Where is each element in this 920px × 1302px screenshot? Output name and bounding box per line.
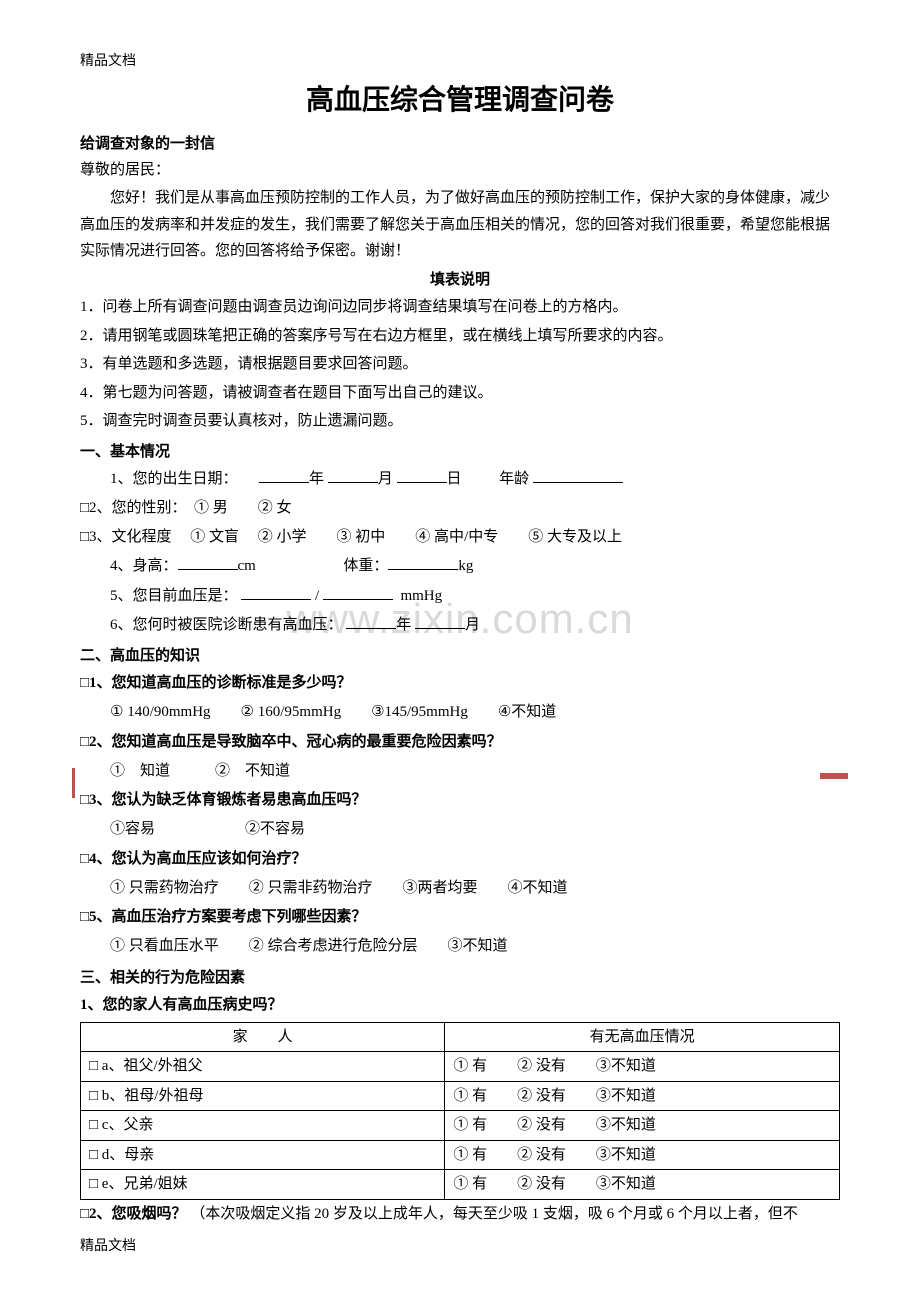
q4-height-blank[interactable] [178,569,238,570]
q1-year-blank[interactable] [259,482,309,483]
q6-year-blank[interactable] [346,628,396,629]
family-history-table: 家 人 有无高血压情况 □ a、祖父/外祖父 ① 有 ② 没有 ③不知道 □ b… [80,1022,840,1200]
row-a-label: □ a、祖父/外祖父 [81,1052,445,1082]
q1-age-label: 年龄 [499,471,529,487]
q4-height-label: 4、身高： [110,558,178,574]
q2-gender[interactable]: □2、您的性别： ① 男 ② 女 [80,494,840,523]
q5-dia-blank[interactable] [323,599,393,600]
instructions-heading: 填表说明 [80,268,840,289]
row-d-label: □ d、母亲 [81,1140,445,1170]
letter-body: 您好！我们是从事高血压预防控制的工作人员，为了做好高血压的预防控制工作，保护大家… [80,185,840,264]
q1-day-unit: 日 [447,471,462,487]
q1-age-blank[interactable] [533,482,623,483]
col-family: 家 人 [81,1022,445,1052]
col-status: 有无高血压情况 [445,1022,840,1052]
instruction-item-4: 4．第七题为问答题，请被调查者在题目下面写出自己的建议。 [80,379,840,408]
q5-sys-blank[interactable] [241,599,311,600]
table-row[interactable]: □ d、母亲 ① 有 ② 没有 ③不知道 [81,1140,840,1170]
q4-cm-unit: cm [238,558,256,574]
s2-q1-opts[interactable]: ① 140/90mmHg ② 160/95mmHg ③145/95mmHg ④不… [80,698,840,727]
q5-unit: mmHg [400,588,442,604]
q5-label: 5、您目前血压是： [110,588,238,604]
s3-q2-label: □2、您吸烟吗？ [80,1206,187,1222]
q4-weight-blank[interactable] [388,569,458,570]
row-c-opts[interactable]: ① 有 ② 没有 ③不知道 [445,1111,840,1141]
s3-q1: 1、您的家人有高血压病史吗？ [80,991,840,1020]
page-content: 精品文档 高血压综合管理调查问卷 给调查对象的一封信 尊敬的居民： 您好！我们是… [0,0,920,1295]
letter-salutation: 尊敬的居民： [80,157,840,183]
row-b-opts[interactable]: ① 有 ② 没有 ③不知道 [445,1081,840,1111]
instruction-item-3: 3．有单选题和多选题，请根据题目要求回答问题。 [80,350,840,379]
q6-label: 6、您何时被医院诊断患有高血压： [110,617,343,633]
s2-q2-opts[interactable]: ① 知道 ② 不知道 [80,757,840,786]
s3-q2-note: （本次吸烟定义指 20 岁及以上成年人，每天至少吸 1 支烟，吸 6 个月或 6… [190,1206,798,1222]
page-header: 精品文档 [80,50,840,70]
q6-year-unit: 年 [396,617,411,633]
table-row[interactable]: □ b、祖母/外祖母 ① 有 ② 没有 ③不知道 [81,1081,840,1111]
table-row[interactable]: □ a、祖父/外祖父 ① 有 ② 没有 ③不知道 [81,1052,840,1082]
q1-day-blank[interactable] [397,482,447,483]
s2-q5-opts[interactable]: ① 只看血压水平 ② 综合考虑进行危险分层 ③不知道 [80,932,840,961]
s2-q1[interactable]: □1、您知道高血压的诊断标准是多少吗？ [80,669,840,698]
s2-q2[interactable]: □2、您知道高血压是导致脑卒中、冠心病的最重要危险因素吗？ [80,728,840,757]
table-row[interactable]: □ c、父亲 ① 有 ② 没有 ③不知道 [81,1111,840,1141]
instruction-item-2: 2．请用钢笔或圆珠笔把正确的答案序号写在右边方框里，或在横线上填写所要求的内容。 [80,322,840,351]
q1-year-unit: 年 [309,471,324,487]
row-b-label: □ b、祖母/外祖母 [81,1081,445,1111]
section2-heading: 二、高血压的知识 [80,644,840,665]
q1-birthdate: 1、您的出生日期： 年 月 日 年龄 [80,465,840,494]
row-e-opts[interactable]: ① 有 ② 没有 ③不知道 [445,1170,840,1200]
row-d-opts[interactable]: ① 有 ② 没有 ③不知道 [445,1140,840,1170]
q6-diag: 6、您何时被医院诊断患有高血压： 年 月 [80,611,840,640]
s3-q2[interactable]: □2、您吸烟吗？ （本次吸烟定义指 20 岁及以上成年人，每天至少吸 1 支烟，… [80,1200,840,1229]
instruction-item-1: 1．问卷上所有调查问题由调查员边询问边同步将调查结果填写在问卷上的方格内。 [80,293,840,322]
s2-q3[interactable]: □3、您认为缺乏体育锻炼者易患高血压吗？ [80,786,840,815]
s2-q5[interactable]: □5、高血压治疗方案要考虑下列哪些因素？ [80,903,840,932]
row-a-opts[interactable]: ① 有 ② 没有 ③不知道 [445,1052,840,1082]
table-header-row: 家 人 有无高血压情况 [81,1022,840,1052]
section3-heading: 三、相关的行为危险因素 [80,966,840,987]
q1-label: 1、您的出生日期： [110,471,238,487]
section1-heading: 一、基本情况 [80,440,840,461]
q6-month-unit: 月 [465,617,480,633]
q4-body: 4、身高： cm 体重： kg [80,552,840,581]
q3-education[interactable]: □3、文化程度 ① 文盲 ② 小学 ③ 初中 ④ 高中/中专 ⑤ 大专及以上 [80,523,840,552]
table-row[interactable]: □ e、兄弟/姐妹 ① 有 ② 没有 ③不知道 [81,1170,840,1200]
letter-heading: 给调查对象的一封信 [80,132,840,153]
s2-q3-opts[interactable]: ①容易 ②不容易 [80,815,840,844]
q4-weight-label: 体重： [343,558,388,574]
page-footer: 精品文档 [80,1235,840,1255]
row-e-label: □ e、兄弟/姐妹 [81,1170,445,1200]
q1-month-unit: 月 [378,471,393,487]
q1-month-blank[interactable] [328,482,378,483]
s2-q4[interactable]: □4、您认为高血压应该如何治疗？ [80,845,840,874]
q4-kg-unit: kg [458,558,473,574]
instruction-item-5: 5．调查完时调查员要认真核对，防止遗漏问题。 [80,407,840,436]
row-c-label: □ c、父亲 [81,1111,445,1141]
q6-month-blank[interactable] [415,628,465,629]
q5-bp: 5、您目前血压是： / mmHg [80,582,840,611]
s2-q4-opts[interactable]: ① 只需药物治疗 ② 只需非药物治疗 ③两者均要 ④不知道 [80,874,840,903]
document-title: 高血压综合管理调查问卷 [80,78,840,118]
